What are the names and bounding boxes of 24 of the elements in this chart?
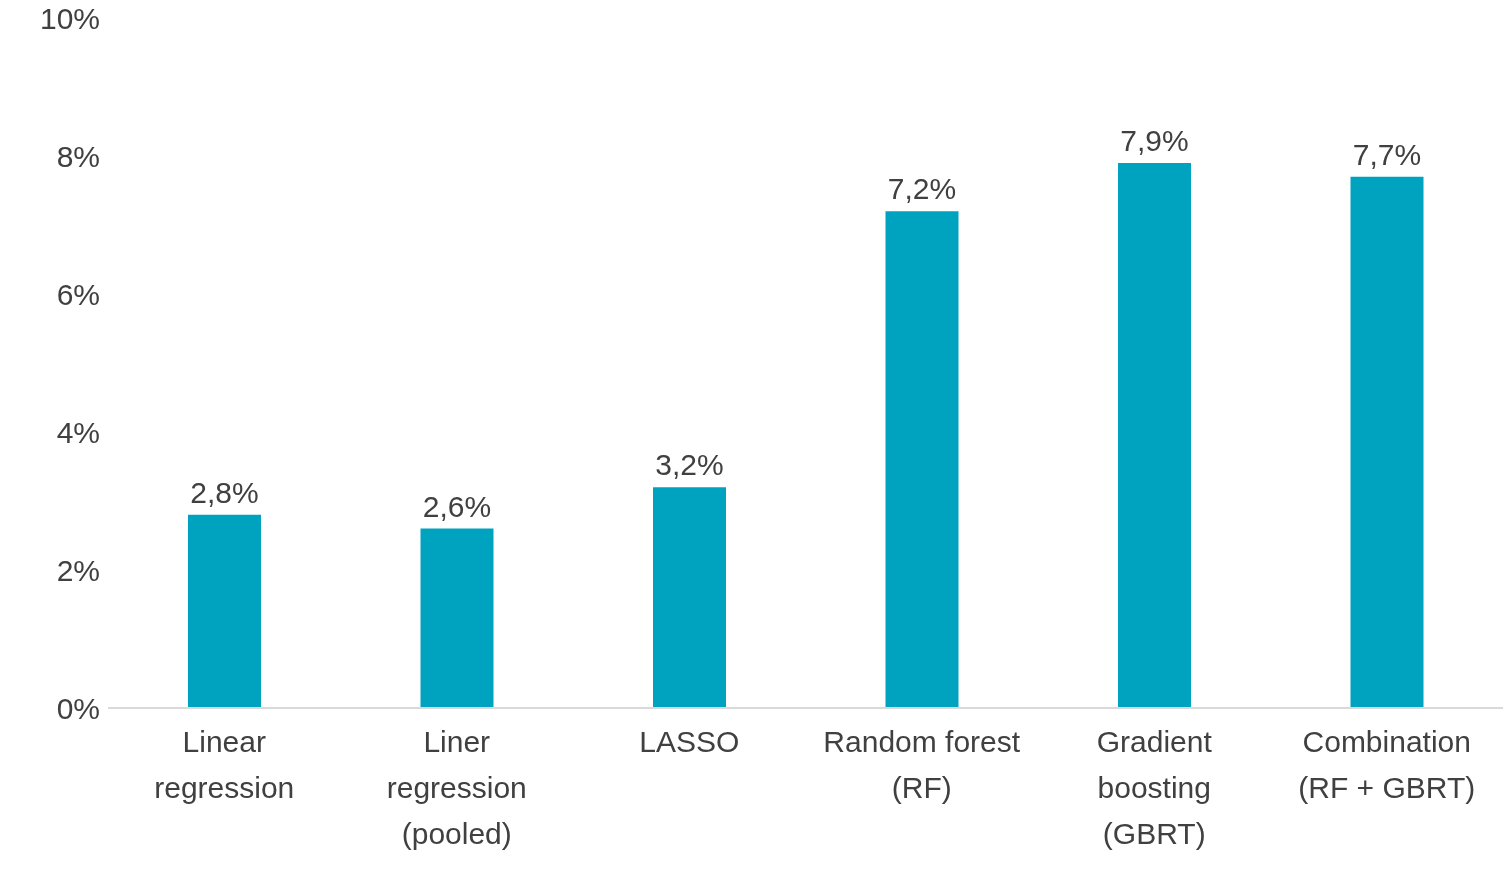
- x-tick-label: Liner regression (pooled): [386, 725, 527, 850]
- bar: [420, 528, 494, 708]
- data-label: 7,2%: [887, 172, 957, 206]
- y-tick-label: 4%: [56, 415, 100, 449]
- y-tick-label: 2%: [56, 553, 100, 587]
- bar: [653, 487, 726, 708]
- x-tick-label: Linear regression: [154, 725, 295, 804]
- y-tick-label: 10%: [39, 1, 100, 35]
- bar: [885, 211, 959, 708]
- data-label: 2,6%: [422, 489, 492, 523]
- bar: [188, 514, 261, 708]
- data-label: 2,8%: [190, 475, 259, 509]
- bar: [1118, 162, 1191, 708]
- data-label: 3,2%: [655, 448, 724, 482]
- data-label: 7,7%: [1352, 137, 1422, 171]
- y-tick-label: 8%: [56, 139, 100, 173]
- data-label: 7,9%: [1120, 123, 1189, 157]
- y-tick-label: 0%: [56, 691, 100, 725]
- x-tick-label: LASSO: [639, 725, 740, 758]
- x-tick-label: Random forest (RF): [823, 725, 1021, 804]
- bar: [1350, 176, 1424, 708]
- x-tick-label: Combination (RF + GBRT): [1298, 725, 1476, 804]
- x-tick-label: Gradient boosting (GBRT): [1096, 725, 1213, 850]
- y-tick-label: 6%: [56, 277, 100, 311]
